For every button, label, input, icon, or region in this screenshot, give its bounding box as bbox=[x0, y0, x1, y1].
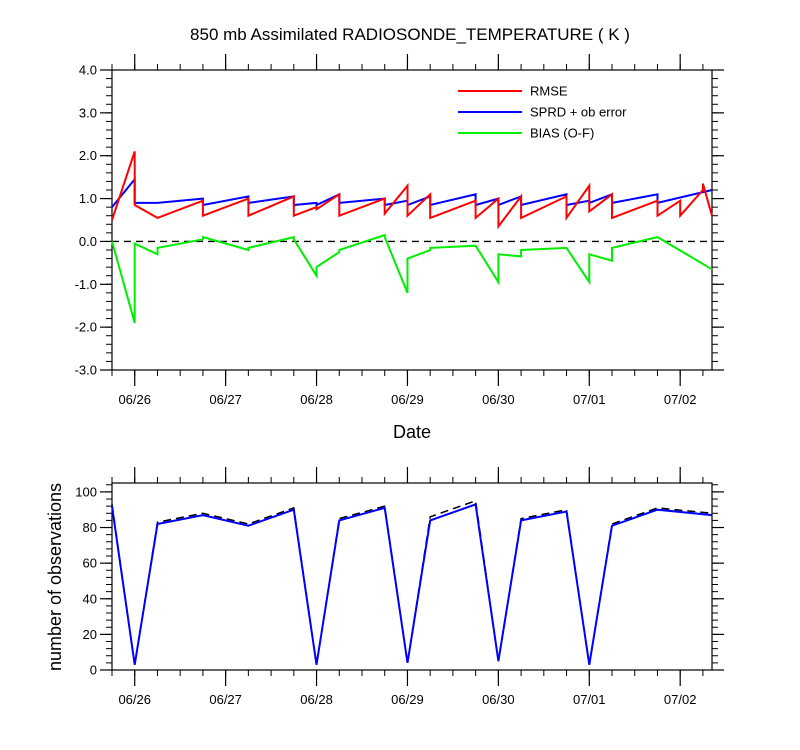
legend-label: RMSE bbox=[530, 84, 568, 99]
x-tick-label: 06/27 bbox=[209, 692, 242, 707]
top-plot-panel: 06/26 06/27 06/28 06/29 06/30 07/01 07/02 -3.0 -… bbox=[75, 54, 724, 407]
x-tick-label: 06/29 bbox=[391, 392, 424, 407]
y-tick-label: 80 bbox=[83, 520, 97, 535]
x-tick-label: 06/28 bbox=[300, 692, 333, 707]
y-tick-label: 2.0 bbox=[79, 148, 97, 163]
y-tick-label: 20 bbox=[83, 627, 97, 642]
x-tick-label: 06/26 bbox=[118, 692, 151, 707]
y-tick-label: 0 bbox=[90, 663, 97, 678]
chart-title: 850 mb Assimilated RADIOSONDE_TEMPERATUR… bbox=[190, 25, 630, 44]
y-tick-label: 3.0 bbox=[79, 105, 97, 120]
x-tick-label: 06/30 bbox=[482, 392, 515, 407]
x-tick-label: 07/02 bbox=[664, 392, 697, 407]
y-tick-label: 60 bbox=[83, 556, 97, 571]
series-line-rmse bbox=[111, 151, 713, 230]
y-tick-label: -3.0 bbox=[75, 363, 97, 378]
x-tick-label: 06/30 bbox=[482, 692, 515, 707]
series-line-bias-o-f bbox=[111, 233, 713, 324]
y-tick-label: 40 bbox=[83, 591, 97, 606]
x-tick-label: 06/28 bbox=[300, 392, 333, 407]
x-tick-label: 07/02 bbox=[664, 692, 697, 707]
x-tick-label: 07/01 bbox=[573, 392, 606, 407]
y-tick-label: 4.0 bbox=[79, 63, 97, 78]
x-tick-label: 06/29 bbox=[391, 692, 424, 707]
x-axis-title: Date bbox=[393, 422, 431, 442]
legend-label: SPRD + ob error bbox=[530, 105, 627, 120]
y-tick-label: 100 bbox=[75, 484, 97, 499]
y-tick-label: -1.0 bbox=[75, 277, 97, 292]
x-tick-label: 06/26 bbox=[118, 392, 151, 407]
x-tick-label: 06/27 bbox=[209, 392, 242, 407]
y-tick-label: 0.0 bbox=[79, 234, 97, 249]
y-tick-label: -2.0 bbox=[75, 320, 97, 335]
plot-frame bbox=[111, 482, 713, 671]
series-line-used bbox=[111, 503, 713, 665]
bottom-plot-panel: 06/26 06/27 06/28 06/29 06/30 07/01 07/02 0 20 40… bbox=[75, 467, 724, 707]
y-tick-label: 1.0 bbox=[79, 191, 97, 206]
legend-label: BIAS (O-F) bbox=[530, 126, 594, 141]
x-tick-label: 07/01 bbox=[573, 692, 606, 707]
y-axis-title-observations: number of observations bbox=[45, 483, 65, 671]
